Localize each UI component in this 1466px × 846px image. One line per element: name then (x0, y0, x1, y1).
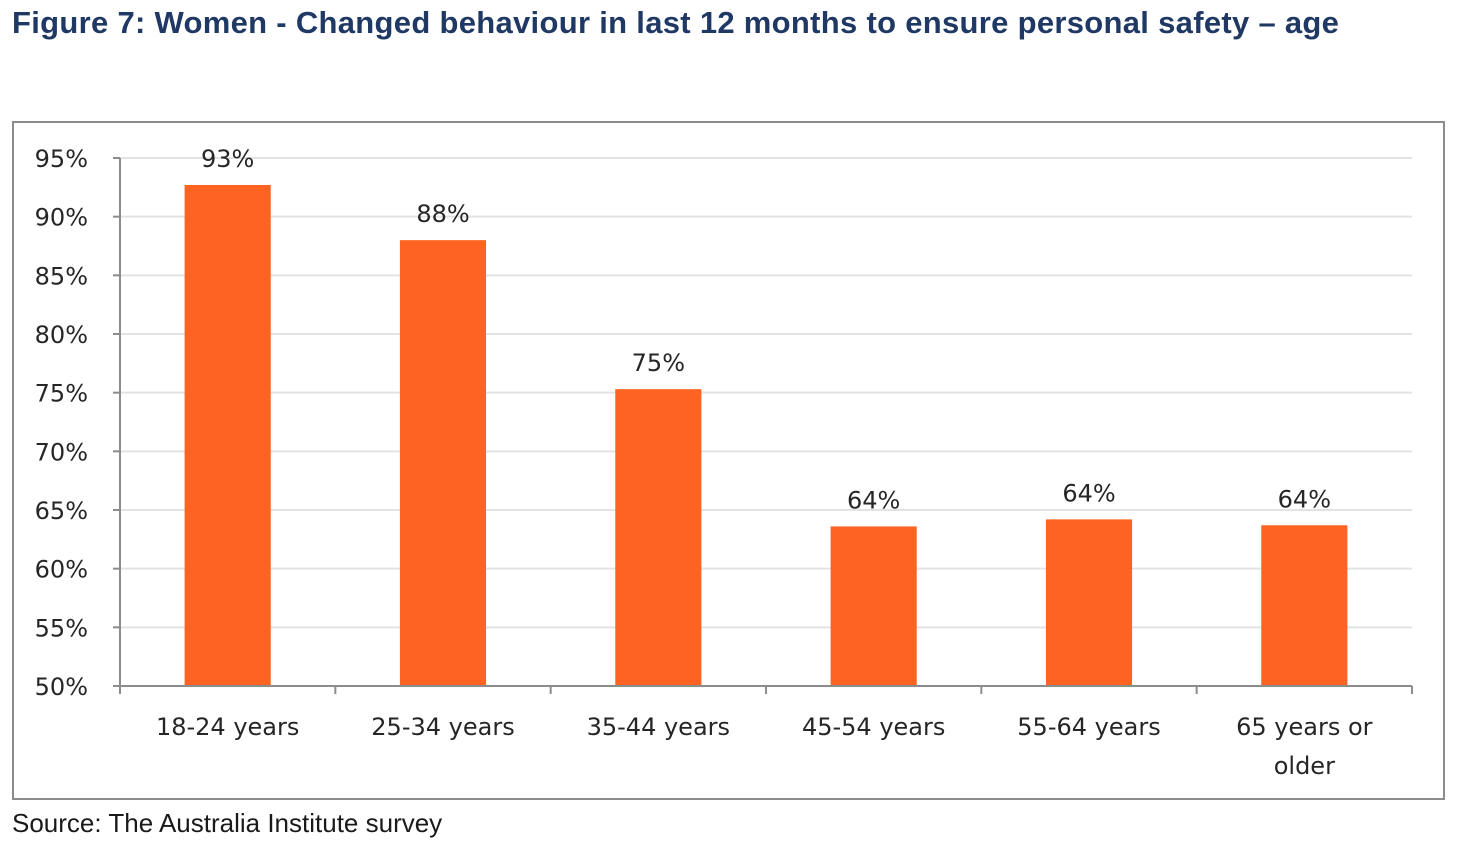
x-category-label: 65 years or (1236, 713, 1373, 741)
bar (1045, 519, 1133, 686)
axes (113, 157, 1413, 694)
x-category-label: 25-34 years (371, 713, 514, 741)
chart-frame: 50% 55% 60% 65% 70% 75% 80% 85% 90% 95% 93% 18-24 y… (12, 121, 1445, 800)
bar-chart: 50% 55% 60% 65% 70% 75% 80% 85% 90% 95% 93% 18-24 y… (35, 145, 1413, 780)
y-tick-label: 60% (35, 556, 88, 584)
data-label: 64% (1278, 485, 1331, 513)
y-tick-label: 50% (35, 673, 88, 701)
x-category-label: 55-64 years (1017, 713, 1160, 741)
y-tick-label: 85% (35, 262, 88, 290)
bar (184, 184, 271, 686)
bar (1261, 525, 1348, 686)
source-note: Source: The Australia Institute survey (12, 808, 443, 838)
data-label: 75% (632, 349, 685, 377)
figure-title: Figure 7: Women - Changed behaviour in l… (12, 5, 1340, 40)
y-tick-label: 90% (35, 204, 88, 232)
y-tick-label: 55% (35, 614, 88, 642)
gridlines (120, 157, 1412, 629)
data-label: 64% (1062, 479, 1115, 507)
data-label: 93% (201, 145, 254, 173)
x-category-label: 18-24 years (156, 713, 299, 741)
data-label: 88% (416, 200, 469, 228)
x-category-label: 35-44 years (587, 713, 730, 741)
y-tick-label: 95% (35, 145, 88, 173)
bar (615, 389, 702, 686)
bars (184, 184, 1348, 686)
bar (830, 526, 917, 686)
y-tick-label: 70% (35, 438, 88, 466)
y-tick-label: 75% (35, 380, 88, 408)
data-label: 64% (847, 486, 900, 514)
y-tick-label: 65% (35, 497, 88, 525)
y-tick-label: 80% (35, 321, 88, 349)
bar (399, 240, 487, 686)
x-category-label: 45-54 years (802, 713, 945, 741)
chart-labels: 50% 55% 60% 65% 70% 75% 80% 85% 90% 95% 93% 18-24 y… (35, 145, 1373, 780)
x-category-label: older (1274, 752, 1335, 780)
